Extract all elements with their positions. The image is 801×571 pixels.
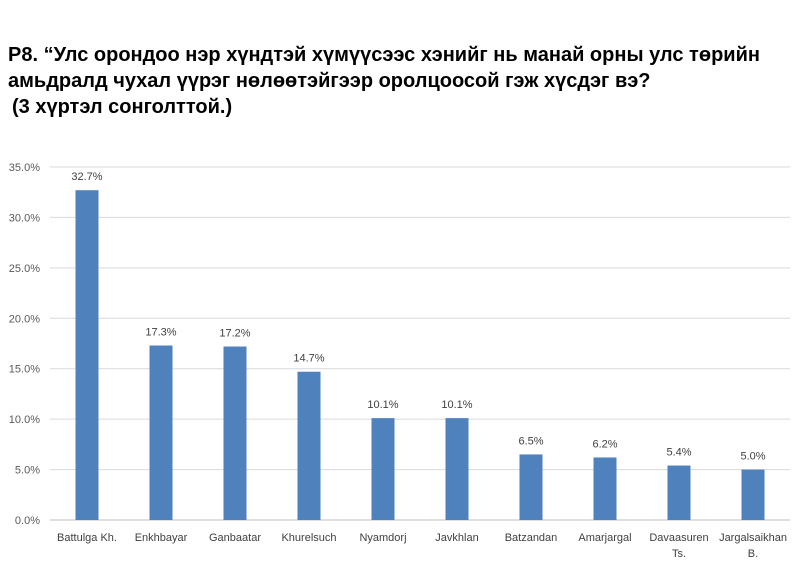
data-label: 10.1% xyxy=(367,399,398,411)
y-tick-label: 25.0% xyxy=(9,263,40,275)
title-line-1: P8. “Улс орондоо нэр хүндтэй хүмүүсээс х… xyxy=(8,44,760,66)
data-label: 5.0% xyxy=(740,451,765,463)
data-label: 17.2% xyxy=(219,328,250,340)
x-tick-label: Batzandan xyxy=(505,532,558,544)
bar xyxy=(149,345,173,520)
bar xyxy=(297,371,321,520)
y-tick-label: 10.0% xyxy=(9,414,40,426)
bar xyxy=(519,454,543,520)
title-line-2: амьдралд чухал үүрэг нөлөөтэйгээр оролцо… xyxy=(8,70,651,92)
data-label: 10.1% xyxy=(441,399,472,411)
bar-chart: 0.0% 5.0% 10.0% 15.0% 20.0% 25.0% 30.0% 35.0% 32… xyxy=(9,162,790,560)
bar xyxy=(371,418,395,520)
x-tick-label: Khurelsuch xyxy=(281,532,336,544)
x-tick-label: Jargalsaikhan B. xyxy=(719,532,787,560)
bar xyxy=(223,346,247,520)
data-label: 6.5% xyxy=(518,435,543,447)
y-tick-label: 5.0% xyxy=(15,465,40,477)
title-line-3: (3 хүртэл сонголттой.) xyxy=(12,96,233,118)
bar xyxy=(741,469,765,520)
data-label: 5.4% xyxy=(666,447,691,459)
x-tick-label: Javkhlan xyxy=(435,532,478,544)
x-tick-label: Davaasuren Ts. xyxy=(649,532,708,560)
y-tick-label: 0.0% xyxy=(15,515,40,527)
x-tick-label: Nyamdorj xyxy=(359,532,406,544)
data-label: 32.7% xyxy=(71,171,102,183)
bar xyxy=(445,418,469,520)
chart-title: P8. “Улс орондоо нэр хүндтэй хүмүүсээс х… xyxy=(8,42,798,120)
x-tick-label: Enkhbayar xyxy=(135,532,188,544)
y-tick-label: 15.0% xyxy=(9,364,40,376)
bar xyxy=(667,465,691,520)
bar xyxy=(593,457,617,520)
data-label: 17.3% xyxy=(145,327,176,339)
y-tick-label: 35.0% xyxy=(9,162,40,174)
y-tick-label: 30.0% xyxy=(9,212,40,224)
x-tick-label: Ganbaatar xyxy=(209,532,261,544)
y-tick-label: 20.0% xyxy=(9,313,40,325)
data-label: 6.2% xyxy=(592,438,617,450)
x-tick-label: Battulga Kh. xyxy=(57,532,117,544)
data-label: 14.7% xyxy=(293,353,324,365)
x-tick-label: Amarjargal xyxy=(578,532,631,544)
bar xyxy=(75,190,99,520)
